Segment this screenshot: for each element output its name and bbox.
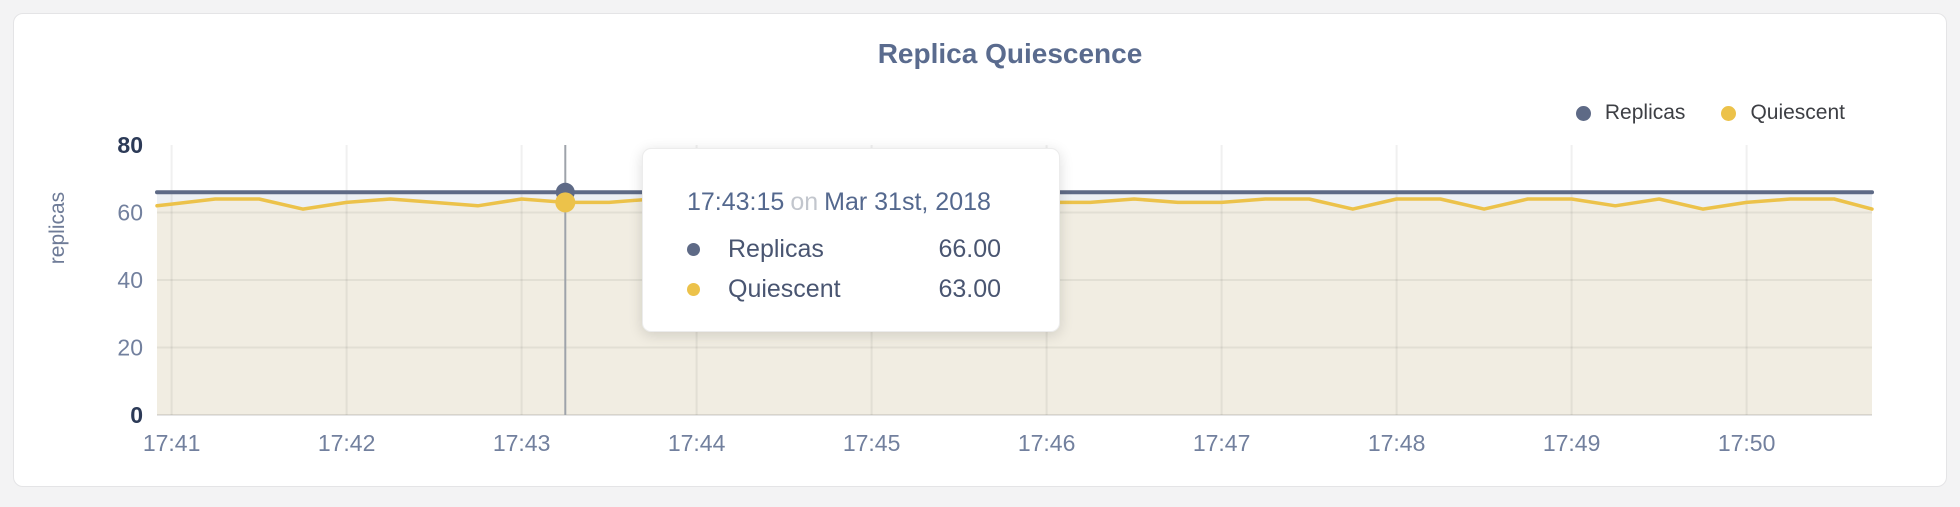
tooltip-series-value: 63.00 [938,274,1001,303]
tooltip-row-quiescent: Quiescent 63.00 [687,269,1001,309]
chart-title: Replica Quiescence [877,38,1143,69]
tooltip-on-word: on [790,188,819,216]
y-tick-label: 0 [130,402,143,428]
y-axis-title: replicas [46,192,69,264]
legend-label: Replicas [1604,101,1686,124]
tooltip-series-label: Replicas [728,234,824,263]
legend-item-replicas[interactable]: Replicas [1575,101,1686,125]
hover-tooltip: 17:43:15 on Mar 31st, 2018 Replicas 66.00 Qu… [642,148,1060,332]
x-tick-label: 17:42 [318,430,376,456]
tooltip-series-dot-icon [687,282,700,296]
x-tick-label: 17:41 [143,430,201,456]
x-tick-label: 17:47 [1193,430,1251,456]
legend-dot-icon [1575,105,1591,121]
legend-dot-icon [1721,105,1737,121]
x-tick-label: 17:50 [1718,430,1776,456]
tooltip-series-value: 66.00 [938,234,1001,263]
legend-item-quiescent[interactable]: Quiescent [1721,101,1845,125]
x-tick-label: 17:49 [1543,430,1601,456]
tooltip-rows: Replicas 66.00 Quiescent 63.00 [687,229,1001,309]
x-tick-label: 17:44 [668,430,726,456]
quiescent-hover-dot [555,192,576,213]
x-tick-label: 17:43 [493,430,551,456]
x-tick-label: 17:46 [1018,430,1076,456]
tooltip-header: 17:43:15 on Mar 31st, 2018 [687,189,1001,215]
legend-label: Quiescent [1750,101,1845,124]
y-tick-label: 60 [117,200,143,226]
legend: Replicas Quiescent [1575,101,1845,125]
tooltip-date: Mar 31st, 2018 [824,188,991,216]
x-tick-label: 17:48 [1368,430,1426,456]
tooltip-series-dot-icon [687,242,700,256]
tooltip-row-replicas: Replicas 66.00 [687,229,1001,269]
y-tick-label: 40 [117,267,143,293]
y-tick-label: 20 [117,335,143,361]
y-tick-label: 80 [117,132,143,158]
tooltip-time: 17:43:15 [687,188,785,216]
x-tick-label: 17:45 [843,430,901,456]
tooltip-series-label: Quiescent [728,274,841,303]
